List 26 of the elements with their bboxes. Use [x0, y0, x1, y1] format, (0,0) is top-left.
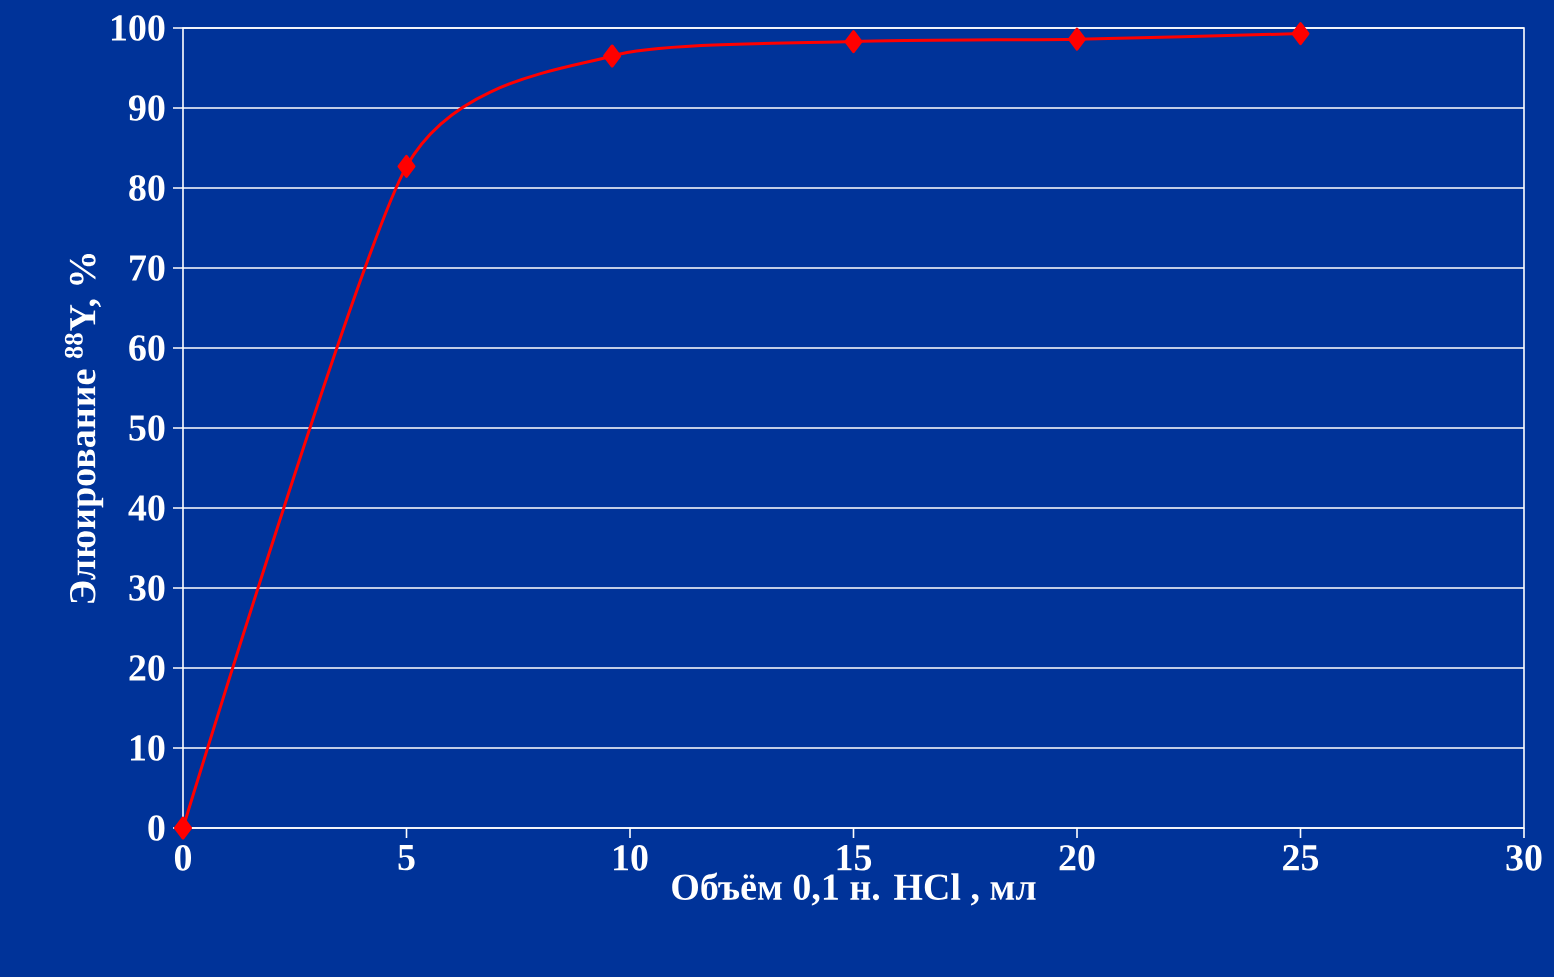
point — [174, 816, 192, 840]
y-tick-label: 80 — [129, 175, 165, 201]
y-tick-label: 40 — [128, 495, 165, 521]
y-tick-label: 30 — [129, 575, 165, 601]
y-tick-label: 90 — [128, 95, 165, 121]
x-tick-label: 30 — [1506, 845, 1542, 871]
y-tick-label: 0 — [148, 815, 165, 841]
x-axis-title: Объём 0,1 н. HCl , мл — [672, 872, 1036, 906]
point — [844, 30, 863, 54]
y-tick-label: 100 — [111, 15, 165, 41]
x-tick-label: 5 — [398, 845, 415, 871]
y-tick-label: 50 — [129, 415, 165, 441]
point — [1291, 22, 1310, 46]
x-tick-label: 10 — [614, 845, 648, 871]
point — [397, 154, 416, 178]
x-tick-label: 15 — [837, 845, 872, 871]
y-tick-label: 20 — [129, 655, 165, 681]
y-axis-title: Элюирование $^{88}$Y, % — [64, 254, 104, 603]
point — [603, 44, 622, 68]
y-tick-label: 70 — [130, 255, 165, 281]
x-tick-label: 20 — [1059, 845, 1095, 871]
y-tick-label: 60 — [129, 335, 165, 361]
x-tick-label: 25 — [1283, 845, 1319, 871]
y-tick-label: 10 — [130, 735, 165, 761]
point — [1068, 27, 1086, 51]
x-tick-label: 0 — [174, 845, 192, 871]
